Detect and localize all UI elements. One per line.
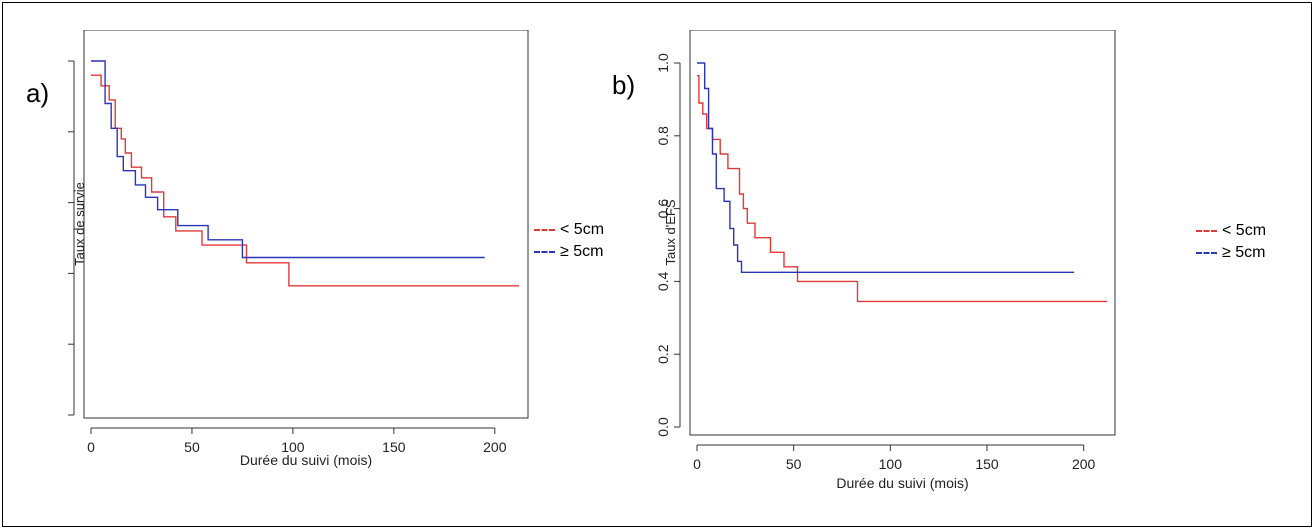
- y-tick-label: 0.4: [62, 263, 65, 283]
- y-tick-label: 0.8: [655, 126, 671, 146]
- series-line-lt5: [697, 75, 1107, 303]
- y-tick-label: 0.6: [655, 199, 671, 219]
- x-tick-label: 0: [87, 439, 95, 455]
- x-tick-label: 50: [786, 456, 802, 472]
- x-tick-label: 100: [879, 456, 903, 472]
- y-tick-label: 0.4: [655, 271, 671, 291]
- legend-label-ge5: ≥ 5cm: [1222, 244, 1266, 261]
- y-tick-label: 0.6: [62, 193, 65, 213]
- x-tick-label: 200: [1072, 456, 1096, 472]
- legend-label-lt5: < 5cm: [1222, 222, 1267, 239]
- legend-item-ge5: ≥ 5cm: [1196, 242, 1266, 264]
- series-line-lt5: [91, 74, 519, 287]
- legend-swatch-ge5: [534, 251, 555, 253]
- series-line-ge5: [91, 60, 485, 259]
- legend-item-lt5: < 5cm: [1196, 220, 1266, 242]
- y-tick-label: 0.2: [655, 344, 671, 364]
- panel-label-a: a): [26, 78, 50, 108]
- x-tick-label: 150: [382, 439, 406, 455]
- y-axis-title: Taux d'EFS: [663, 199, 678, 265]
- y-tick-label: 0.0: [62, 405, 65, 425]
- legend-label-lt5: < 5cm: [560, 221, 605, 238]
- plot-box: [689, 30, 1116, 436]
- legend-swatch-lt5: [534, 229, 555, 231]
- x-tick-label: 200: [483, 439, 507, 455]
- series-line-ge5: [697, 62, 1074, 273]
- x-tick-label: 0: [693, 456, 701, 472]
- legend-a: < 5cm ≥ 5cm: [534, 219, 604, 263]
- legend-swatch-ge5: [1196, 252, 1217, 254]
- y-axis-title: Taux de survie: [72, 182, 87, 266]
- legend-b: < 5cm ≥ 5cm: [1196, 220, 1266, 264]
- x-axis-title: Durée du suivi (mois): [836, 475, 968, 491]
- chart-efs: 0 50 100 150 200 0.0 0.2 0.4 0.6 0.8 1.0 Durée du s…: [655, 30, 1116, 491]
- plot-box: [83, 30, 529, 419]
- legend-item-ge5: ≥ 5cm: [534, 241, 604, 263]
- x-tick-label: 100: [281, 439, 305, 455]
- y-tick-label: 1.0: [62, 51, 65, 71]
- x-axis-title: Durée du suivi (mois): [240, 452, 372, 468]
- legend-item-lt5: < 5cm: [534, 219, 604, 241]
- panel-label-b: b): [612, 70, 636, 100]
- y-tick-label: 1.0: [655, 53, 671, 73]
- x-tick-label: 50: [184, 439, 200, 455]
- y-tick-label: 0.2: [62, 334, 65, 354]
- x-tick-label: 150: [975, 456, 999, 472]
- y-tick-label: 0.8: [62, 122, 65, 142]
- y-tick-label: 0.0: [655, 417, 671, 437]
- legend-swatch-lt5: [1196, 230, 1217, 232]
- chart-survival: 0 50 100 150 200 0.0 0.2 0.4 0.6 0.8 1.0 Durée du s…: [62, 30, 529, 468]
- legend-label-ge5: ≥ 5cm: [560, 243, 604, 260]
